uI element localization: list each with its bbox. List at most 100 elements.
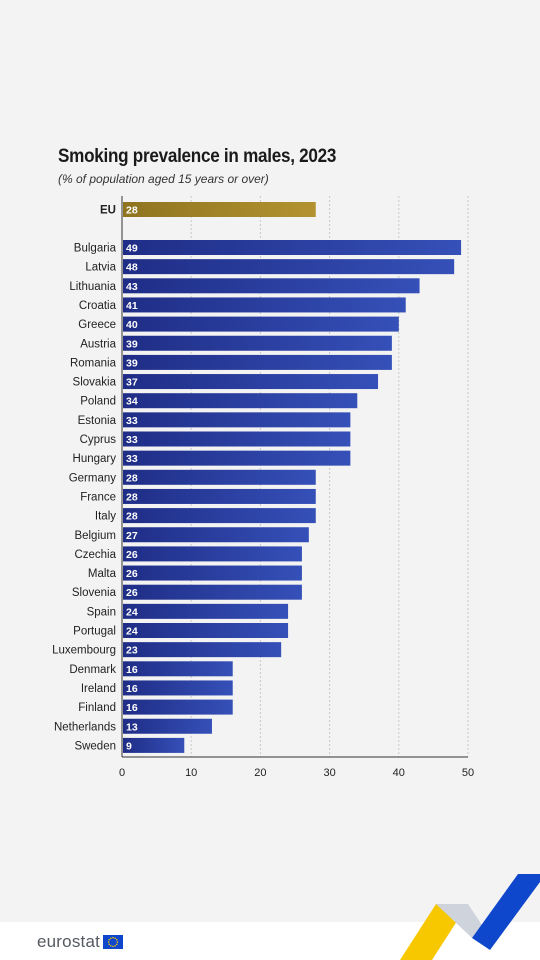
flag-star	[116, 943, 118, 945]
category-label: Portugal	[73, 626, 116, 638]
bar	[123, 431, 351, 447]
flag-star	[110, 945, 112, 947]
flag-star	[107, 941, 110, 943]
flag-star	[110, 937, 112, 939]
bar	[123, 259, 455, 275]
x-tick-label: 0	[119, 767, 125, 779]
bar	[123, 335, 392, 351]
value-label: 34	[126, 396, 138, 408]
value-label: 39	[126, 357, 138, 369]
category-label: Poland	[80, 396, 116, 408]
value-label: 33	[126, 453, 138, 465]
bar	[123, 661, 233, 677]
bar	[123, 699, 233, 715]
bar	[123, 680, 233, 696]
bar	[123, 278, 420, 294]
x-tick-label: 50	[462, 767, 474, 779]
x-tick-label: 30	[323, 767, 335, 779]
value-label: 43	[126, 281, 138, 293]
bar	[123, 584, 302, 600]
flag-star	[114, 937, 116, 939]
bar	[123, 603, 289, 619]
category-label: Croatia	[79, 300, 117, 312]
flag-star	[112, 936, 114, 939]
category-label: Belgium	[74, 530, 116, 542]
value-label: 16	[126, 683, 138, 695]
value-label: 37	[126, 377, 138, 389]
x-tick-label: 20	[254, 767, 266, 779]
flag-star	[116, 941, 119, 943]
flag-star	[112, 945, 114, 948]
bar	[123, 527, 309, 543]
value-label: 26	[126, 587, 138, 599]
value-label: 28	[126, 491, 138, 503]
value-label: 40	[126, 319, 138, 331]
category-label: Bulgaria	[74, 243, 117, 255]
bar	[123, 718, 212, 734]
bar	[123, 374, 379, 390]
value-label: 28	[126, 472, 138, 484]
category-label-eu: EU	[100, 205, 116, 217]
value-label: 48	[126, 262, 138, 274]
bar	[123, 450, 351, 466]
flag-star	[116, 939, 118, 941]
x-tick-label: 10	[185, 767, 197, 779]
value-label: 16	[126, 702, 138, 714]
value-label: 41	[126, 300, 138, 312]
category-label: Italy	[95, 511, 116, 523]
value-label: 27	[126, 530, 138, 542]
bar	[123, 240, 462, 255]
value-label: 49	[126, 243, 138, 255]
bar	[123, 488, 316, 504]
deco-blue-stripe	[472, 874, 540, 950]
category-label: Czechia	[74, 549, 116, 561]
category-label: Cyprus	[80, 434, 117, 446]
category-label: Latvia	[85, 262, 116, 274]
x-tick-label: 40	[393, 767, 405, 779]
value-label: 33	[126, 434, 138, 446]
bar	[123, 297, 406, 313]
value-label: 23	[126, 645, 138, 657]
bar	[123, 642, 282, 658]
value-label: 13	[126, 721, 138, 733]
bar-chart: EU 28 Bulgaria 49 Latvia 48 Lithuania 43 Croatia…	[52, 196, 474, 779]
flag-star	[114, 945, 116, 947]
x-axis: 0 10 20 30 40 50	[119, 196, 474, 779]
category-label: Luxembourg	[52, 645, 116, 657]
bar	[123, 469, 316, 485]
category-label: Denmark	[69, 664, 116, 676]
category-label: Sweden	[74, 740, 116, 752]
bar	[123, 316, 399, 332]
value-label: 24	[126, 626, 138, 638]
category-label: Greece	[78, 319, 116, 331]
value-label: 26	[126, 549, 138, 561]
bars-group	[123, 202, 462, 753]
category-label: Romania	[70, 357, 117, 369]
value-label: 16	[126, 664, 138, 676]
bar	[123, 412, 351, 428]
category-label: Netherlands	[54, 721, 116, 733]
logo-text: eurostat	[37, 932, 101, 951]
eurostat-logo[interactable]: eurostat	[37, 932, 124, 952]
category-label: Slovenia	[72, 587, 117, 599]
value-label: 28	[126, 511, 138, 523]
value-label: 9	[126, 740, 132, 752]
category-label: Austria	[80, 338, 116, 350]
deco-grey-stripe	[436, 904, 488, 938]
category-label: Estonia	[78, 415, 117, 427]
bar	[123, 393, 358, 409]
category-label: France	[80, 491, 116, 503]
category-label: Ireland	[81, 683, 116, 695]
value-label-eu: 28	[126, 205, 138, 217]
category-label: Germany	[69, 472, 117, 484]
category-label: Spain	[87, 606, 116, 618]
bar	[123, 354, 392, 370]
eu-flag-icon	[103, 935, 124, 949]
category-label: Hungary	[73, 453, 117, 465]
bar	[123, 623, 289, 638]
bar	[123, 565, 302, 581]
bar-eu	[123, 202, 316, 217]
labels-group: EU 28 Bulgaria 49 Latvia 48 Lithuania 43 Croatia…	[52, 205, 138, 753]
corner-decoration	[400, 874, 540, 960]
bar	[123, 508, 316, 524]
